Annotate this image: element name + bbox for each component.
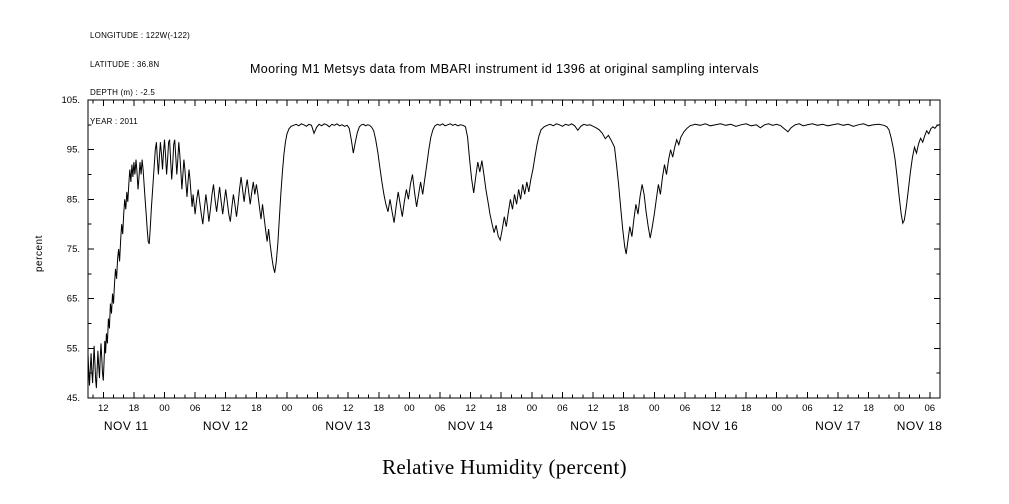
x-tick-label: 18 — [251, 403, 262, 414]
x-tick-label: 06 — [925, 403, 936, 414]
x-date-label: NOV 15 — [570, 419, 616, 433]
x-date-label: NOV 11 — [104, 419, 149, 433]
chart-caption: Relative Humidity (percent) — [382, 455, 627, 479]
x-tick-label: 12 — [588, 403, 599, 414]
plot-frame — [87, 99, 941, 399]
y-axis-label: percent — [34, 235, 45, 272]
x-tick-label: 00 — [527, 403, 538, 414]
x-tick-label: 12 — [710, 403, 721, 414]
y-tick-label: 75. — [67, 244, 80, 255]
x-tick-label: 12 — [833, 403, 844, 414]
x-tick-label: 00 — [282, 403, 293, 414]
y-tick-label: 65. — [67, 294, 80, 305]
x-tick-label: 00 — [404, 403, 415, 414]
x-tick-label: 00 — [771, 403, 782, 414]
x-date-label: NOV 14 — [448, 419, 494, 433]
x-date-label: NOV 17 — [815, 419, 861, 433]
x-date-label: NOV 13 — [325, 419, 371, 433]
x-tick-label: 12 — [220, 403, 231, 414]
humidity-data-line — [87, 123, 941, 389]
metadata-depth: DEPTH (m) : -2.5 — [90, 88, 155, 97]
x-tick-label: 00 — [649, 403, 660, 414]
x-tick-label: 00 — [159, 403, 170, 414]
x-tick-label: 12 — [343, 403, 354, 414]
x-date-label: NOV 16 — [693, 419, 739, 433]
x-tick-label: 18 — [863, 403, 874, 414]
y-tick-label: 45. — [67, 393, 80, 404]
y-tick-label: 85. — [67, 194, 80, 205]
y-tick-label: 55. — [67, 343, 80, 354]
x-tick-label: 06 — [557, 403, 568, 414]
metadata-latitude: LATITUDE : 36.8N — [90, 59, 160, 69]
x-tick-label: 06 — [435, 403, 446, 414]
x-tick-label: 06 — [190, 403, 201, 414]
x-tick-label: 18 — [496, 403, 507, 414]
metadata-year: YEAR : 2011 — [90, 116, 138, 126]
x-tick-label: 12 — [98, 403, 109, 414]
y-tick-label: 105. — [62, 95, 81, 106]
y-tick-label: 95. — [67, 145, 80, 156]
x-tick-label: 18 — [129, 403, 140, 414]
x-date-label: NOV 12 — [203, 419, 249, 433]
plot-title: Mooring M1 Metsys data from MBARI instru… — [249, 62, 760, 76]
x-tick-label: 18 — [618, 403, 629, 414]
x-tick-label: 06 — [312, 403, 323, 414]
metadata-longitude: LONGITUDE : 122W(-122) — [90, 31, 190, 40]
header-metadata: LONGITUDE : 122W(-122) LATITUDE : 36.8N … — [90, 12, 190, 136]
x-tick-label: 18 — [741, 403, 752, 414]
x-tick-label: 06 — [802, 403, 813, 414]
x-tick-label: 18 — [374, 403, 385, 414]
x-tick-label: 06 — [680, 403, 691, 414]
x-tick-label: 12 — [465, 403, 476, 414]
x-date-label: NOV 18 — [897, 419, 943, 433]
x-tick-label: 00 — [894, 403, 905, 414]
